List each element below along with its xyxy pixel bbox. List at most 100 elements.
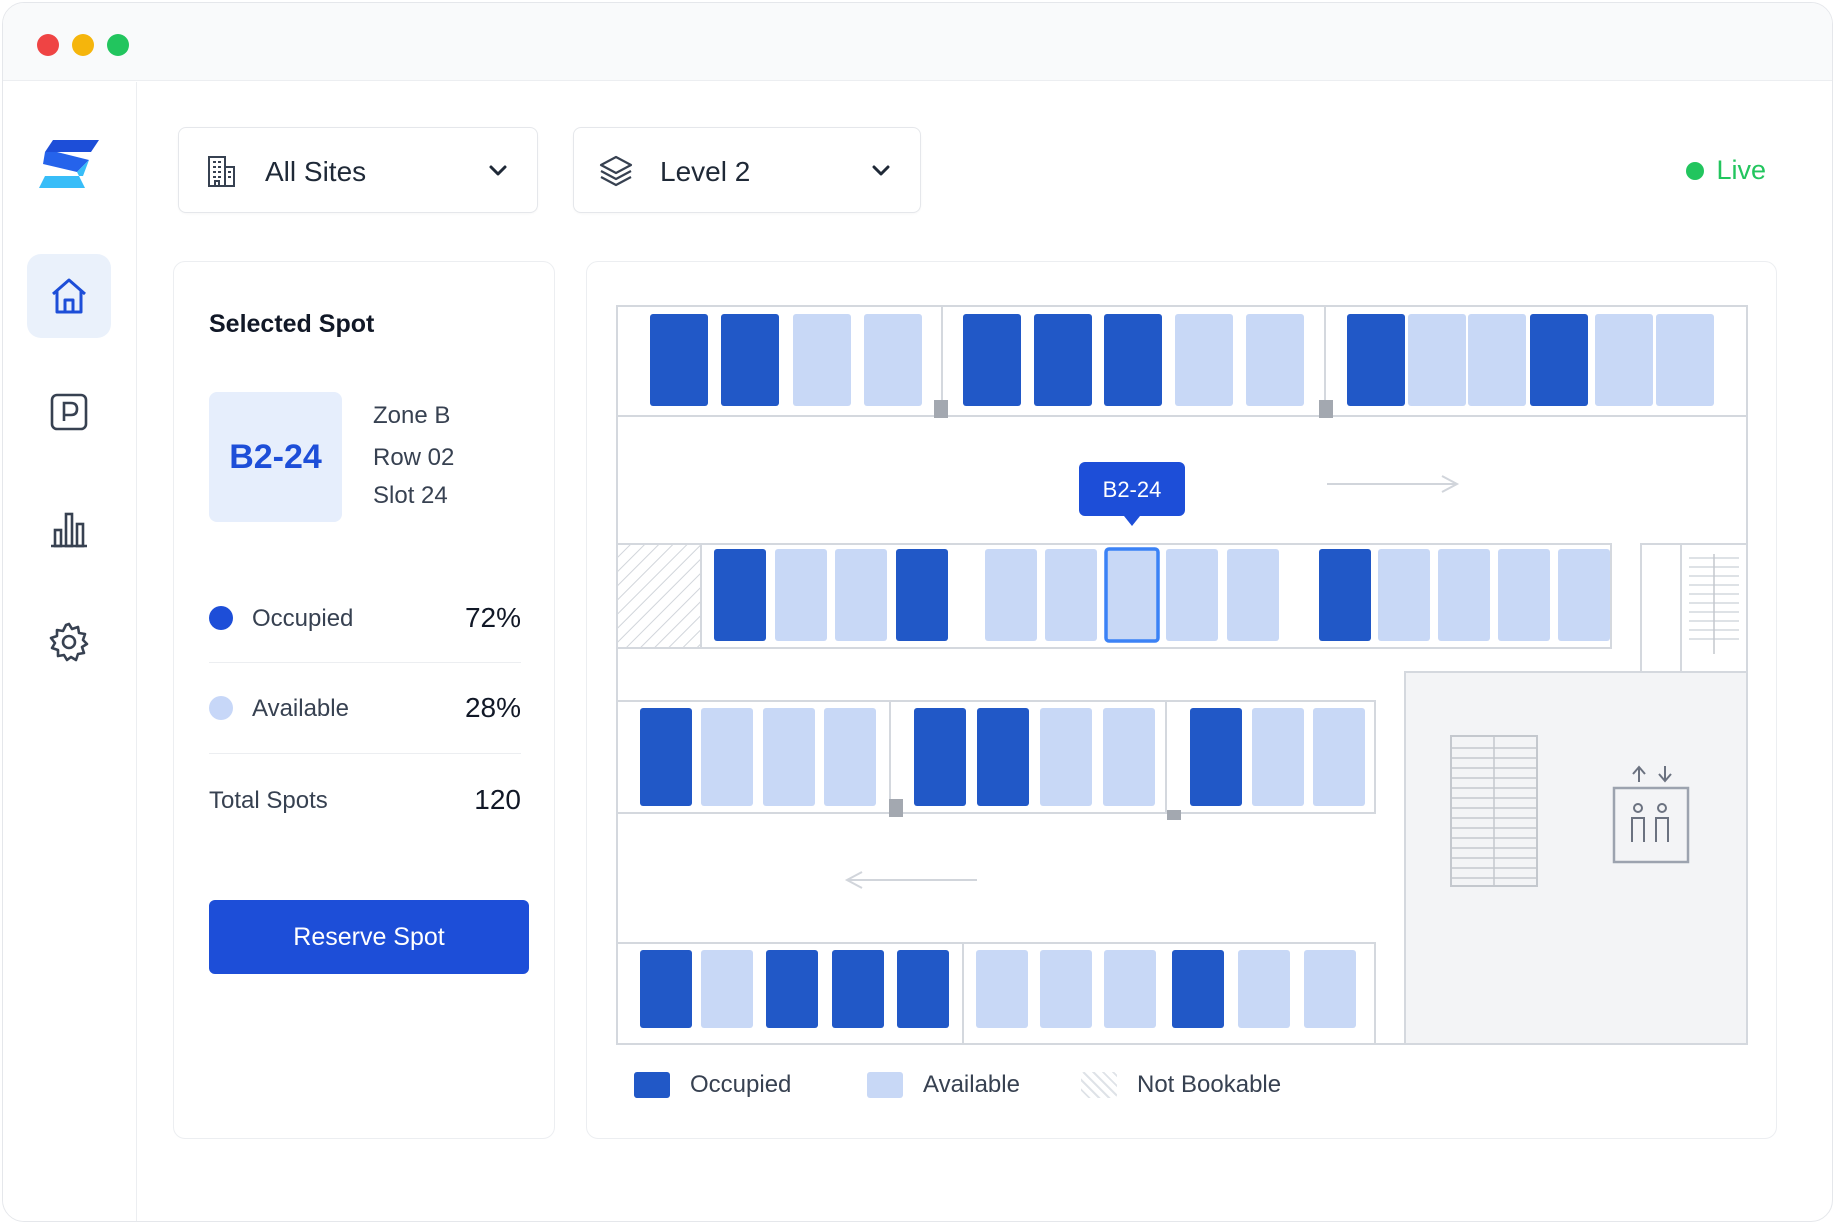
parking-spot-available[interactable] (985, 549, 1037, 641)
pillar (934, 400, 948, 418)
parking-spot-occupied[interactable] (1104, 314, 1162, 406)
available-dot (209, 696, 233, 720)
parking-spot-available[interactable] (1304, 950, 1356, 1028)
total-spots-label: Total Spots (209, 787, 328, 814)
occupied-stat-value: 72% (464, 602, 521, 633)
maximize-window-button[interactable] (107, 34, 129, 56)
occupied-stat-label: Occupied (252, 605, 354, 632)
level-select-value: Level 2 (660, 156, 751, 187)
parking-spot-selected[interactable] (1104, 547, 1160, 643)
parking-spot-available[interactable] (824, 708, 876, 806)
parking-spot-available[interactable] (763, 708, 815, 806)
minimize-window-button[interactable] (72, 34, 94, 56)
total-spots-stat: Total Spots 120 (209, 770, 521, 830)
parking-spot-occupied[interactable] (896, 549, 948, 641)
parking-spot-available[interactable] (1103, 708, 1155, 806)
parking-spot-available[interactable] (864, 314, 922, 406)
close-window-button[interactable] (37, 34, 59, 56)
parking-spot-occupied[interactable] (977, 708, 1029, 806)
parking-spot-available[interactable] (1595, 314, 1653, 406)
person-head (1633, 803, 1643, 813)
spot-slot: Slot 24 (373, 482, 448, 509)
parking-spot-available[interactable] (1558, 549, 1610, 641)
parking-spot-available[interactable] (1438, 549, 1490, 641)
chevron-down-icon (872, 165, 890, 176)
parking-spot-available[interactable] (1656, 314, 1714, 406)
parking-spot-occupied[interactable] (721, 314, 779, 406)
parking-spot-available[interactable] (1378, 549, 1430, 641)
live-status: Live (1686, 155, 1766, 186)
parking-spot-occupied[interactable] (914, 708, 966, 806)
parking-map: B2-24 (616, 305, 1748, 1045)
parking-icon (50, 393, 88, 431)
parking-spot-available[interactable] (1045, 549, 1097, 641)
parking-spot-occupied[interactable] (640, 950, 692, 1028)
parking-spot-occupied[interactable] (1190, 708, 1242, 806)
available-stat-label: Available (252, 695, 349, 722)
parking-spot-available[interactable] (1468, 314, 1526, 406)
row-frame (616, 700, 1376, 814)
parking-spot-available[interactable] (835, 549, 887, 641)
selected-spot-card: Selected Spot B2-24 Zone B Row 02 Slot 2… (173, 261, 555, 1139)
not-bookable-area (616, 543, 702, 649)
nav-parking[interactable] (27, 370, 111, 454)
available-stat-value: 28% (464, 692, 521, 723)
spot-id-tile: B2-24 (209, 392, 342, 522)
parking-spot-occupied[interactable] (640, 708, 692, 806)
parking-spot-available[interactable] (701, 950, 753, 1028)
parking-spot-available[interactable] (1252, 708, 1304, 806)
level-select[interactable]: Level 2 (573, 127, 921, 213)
elevator-down-arrow (1658, 766, 1672, 783)
parking-spot-available[interactable] (775, 549, 827, 641)
parking-spot-available[interactable] (1313, 708, 1365, 806)
brand-logo[interactable] (37, 138, 103, 190)
parking-spot-available[interactable] (1408, 314, 1466, 406)
pillar (1319, 400, 1333, 418)
parking-spot-available[interactable] (1238, 950, 1290, 1028)
parking-spot-available[interactable] (1246, 314, 1304, 406)
parking-spot-available[interactable] (976, 950, 1028, 1028)
parking-spot-occupied[interactable] (897, 950, 949, 1028)
reserve-spot-button[interactable]: Reserve Spot (209, 900, 529, 974)
parking-spot-occupied[interactable] (1034, 314, 1092, 406)
parking-spot-occupied[interactable] (650, 314, 708, 406)
stairs-icon (1450, 735, 1538, 887)
total-spots-value: 120 (474, 784, 521, 815)
legend-available-label: Available (923, 1071, 1020, 1098)
parking-spot-available[interactable] (1104, 950, 1156, 1028)
layers-icon (599, 155, 633, 187)
parking-spot-occupied[interactable] (832, 950, 884, 1028)
parking-spot-available[interactable] (1040, 708, 1092, 806)
parking-spot-occupied[interactable] (1319, 549, 1371, 641)
parking-spot-occupied[interactable] (766, 950, 818, 1028)
person-head (1657, 803, 1667, 813)
parking-spot-available[interactable] (1040, 950, 1092, 1028)
parking-spot-occupied[interactable] (1347, 314, 1405, 406)
parking-spot-occupied[interactable] (963, 314, 1021, 406)
parking-spot-occupied[interactable] (714, 549, 766, 641)
nav-home[interactable] (27, 254, 111, 338)
chevron-down-icon (489, 165, 507, 176)
person-body (1631, 817, 1645, 842)
legend-available: Available (867, 1068, 1020, 1102)
legend-available-swatch (867, 1072, 903, 1098)
spot-tooltip: B2-24 (1079, 462, 1185, 526)
parking-spot-available[interactable] (701, 708, 753, 806)
spot-zone: Zone B (373, 402, 451, 429)
spot-row: Row 02 (373, 444, 455, 471)
parking-spot-occupied[interactable] (1172, 950, 1224, 1028)
row-frame (616, 942, 1376, 1045)
divider (209, 753, 521, 754)
nav-analytics[interactable] (27, 486, 111, 570)
parking-map-card: B2-24 Occupied Available Not Bookable (586, 261, 1777, 1139)
parking-spot-available[interactable] (1175, 314, 1233, 406)
parking-spot-available[interactable] (1227, 549, 1279, 641)
legend-not-bookable: Not Bookable (1081, 1068, 1281, 1102)
parking-spot-available[interactable] (793, 314, 851, 406)
parking-spot-available[interactable] (1166, 549, 1218, 641)
parking-spot-occupied[interactable] (1530, 314, 1588, 406)
site-select[interactable]: All Sites (178, 127, 538, 213)
nav-settings[interactable] (27, 600, 111, 684)
parking-spot-available[interactable] (1498, 549, 1550, 641)
